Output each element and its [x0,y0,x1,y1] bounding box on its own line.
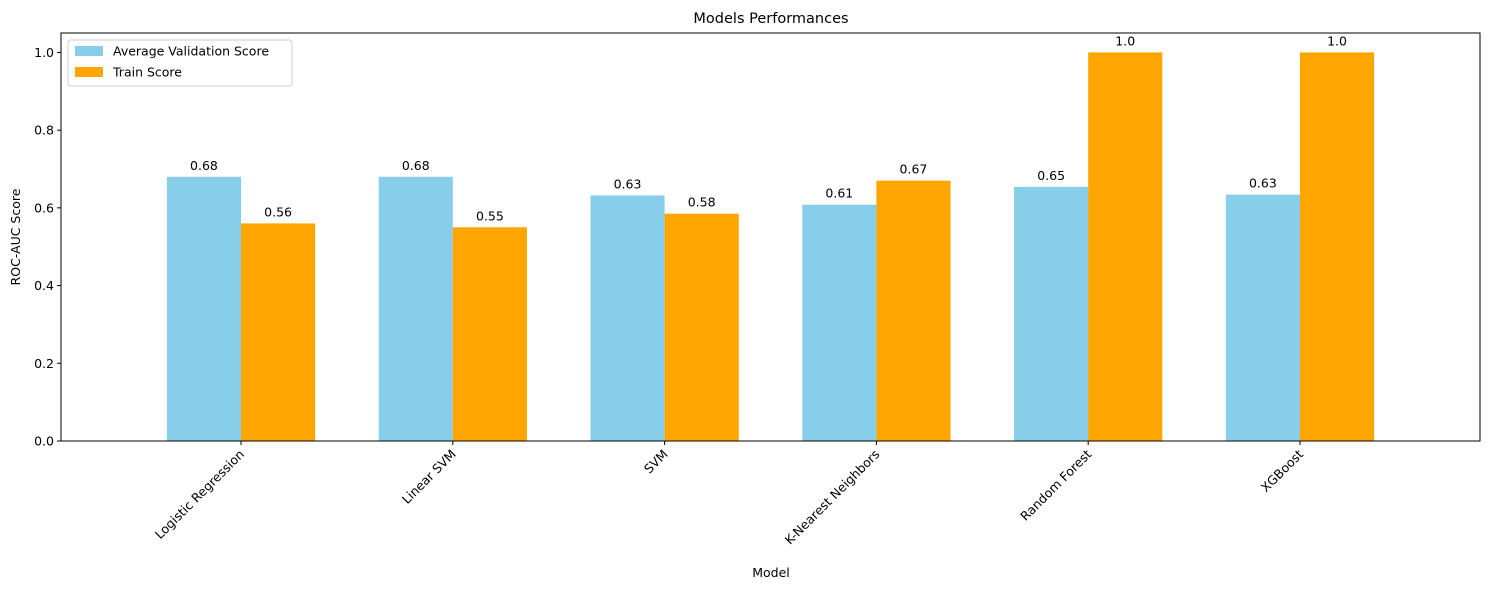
x-tick-label-0: Logistic Regression [152,447,247,542]
value-label-validation-5: 0.63 [1249,176,1277,191]
y-tick-label-0: 0.0 [34,434,54,449]
bar-validation-2 [590,195,665,441]
y-tick-label-3: 0.6 [34,200,54,215]
bar-train-1 [452,227,527,441]
value-label-validation-2: 0.63 [614,176,642,191]
x-tick-label-3: K-Nearest Neighbors [782,447,883,548]
bar-validation-3 [802,204,877,441]
legend-label-1: Train Score [112,65,182,80]
value-label-train-2: 0.58 [688,195,716,210]
bar-train-5 [1299,52,1375,442]
bars-layer [166,52,1375,442]
y-tick-label-2: 0.4 [34,278,54,293]
value-label-validation-4: 0.65 [1037,168,1065,183]
bar-train-4 [1088,52,1163,442]
value-label-train-1: 0.55 [476,208,504,223]
value-labels-layer: 0.68 0.56 0.68 0.55 0.63 0.58 0.61 0.67 0.65 1.0 0… [190,33,1347,223]
x-tick-label-1: Linear SVM [399,447,459,507]
y-tick-label-1: 0.2 [34,356,54,371]
value-label-validation-1: 0.68 [402,158,430,173]
bar-train-2 [664,213,739,441]
value-label-train-3: 0.67 [900,162,928,177]
x-axis-label: Model [752,565,790,580]
value-label-train-5: 1.0 [1327,33,1347,48]
chart-title: Models Performances [693,11,848,27]
bar-validation-5 [1225,194,1300,441]
x-tick-label-5: XGBoost [1258,446,1307,495]
y-tick-label-5: 1.0 [34,45,54,60]
y-axis-label: ROC-AUC Score [8,188,23,285]
x-tick-label-4: Random Forest [1017,446,1094,523]
bar-validation-4 [1014,186,1089,441]
value-label-train-0: 0.56 [264,204,292,219]
bar-train-3 [876,180,951,441]
legend-swatch-1 [75,67,103,77]
value-label-validation-0: 0.68 [190,158,218,173]
legend-label-0: Average Validation Score [113,44,269,59]
bar-train-0 [241,223,316,441]
value-label-validation-3: 0.61 [825,186,853,201]
legend-swatch-0 [75,46,103,56]
legend: Average Validation Score Train Score [67,39,293,87]
value-label-train-4: 1.0 [1115,33,1135,48]
bar-validation-0 [166,176,242,441]
y-tick-label-4: 0.8 [34,123,54,138]
plot-frame [60,32,1481,442]
x-tick-label-2: SVM [641,447,671,477]
legend-box [67,39,293,87]
bar-validation-1 [378,176,453,441]
